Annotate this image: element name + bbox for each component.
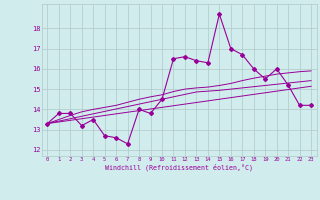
X-axis label: Windchill (Refroidissement éolien,°C): Windchill (Refroidissement éolien,°C)	[105, 164, 253, 171]
